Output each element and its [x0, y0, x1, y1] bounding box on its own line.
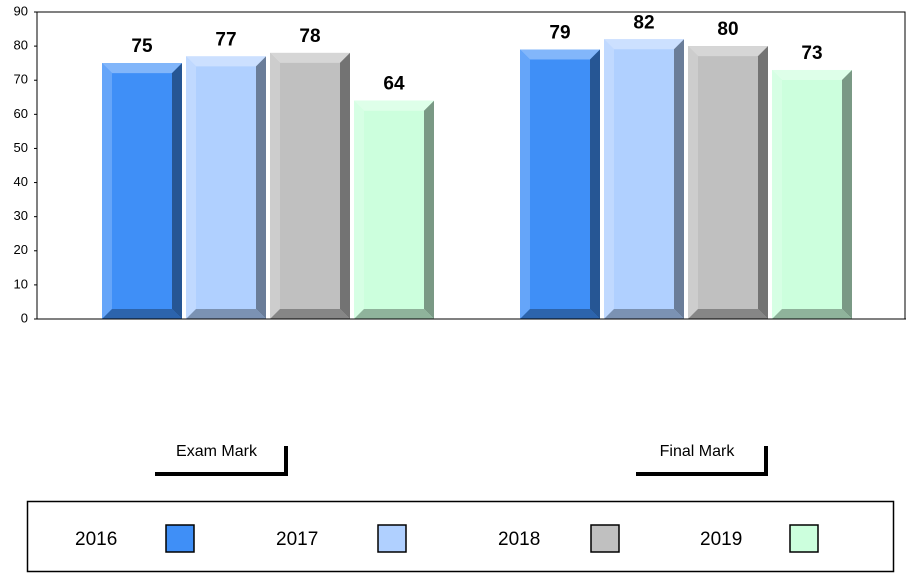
bar-bevel	[102, 63, 112, 319]
bar	[354, 100, 434, 319]
value-label: 79	[549, 23, 570, 44]
bar-bevel	[520, 49, 530, 320]
x-tick-label: Final Mark	[660, 443, 736, 460]
bar-bevel	[604, 39, 684, 50]
legend-swatch	[165, 524, 195, 553]
bar	[270, 52, 350, 319]
legend-label: 2017	[276, 529, 318, 550]
legend-label: 2016	[75, 529, 117, 550]
bar-bevel	[758, 46, 768, 319]
value-label: 64	[383, 74, 405, 95]
bar-bevel	[424, 100, 434, 319]
bar-bevel	[688, 46, 768, 57]
bar	[520, 49, 600, 320]
bar-bevel	[340, 52, 350, 319]
bar-bevel	[604, 39, 614, 320]
y-tick-label: 40	[14, 174, 28, 189]
bar-bevel	[186, 56, 196, 319]
bar-bevel	[270, 309, 350, 319]
label-underline	[155, 472, 288, 476]
legend-label: 2019	[700, 529, 742, 550]
bar-bevel	[270, 52, 280, 319]
bar	[604, 39, 684, 320]
legend-swatch	[377, 524, 407, 553]
bar-bevel	[842, 69, 852, 319]
value-label: 73	[801, 43, 822, 64]
bar	[186, 56, 266, 319]
label-bar	[764, 446, 768, 476]
legend-swatch	[789, 524, 819, 553]
value-label: 80	[717, 19, 738, 40]
y-tick-label: 60	[14, 106, 28, 121]
legend-box	[26, 500, 895, 573]
bar	[688, 46, 768, 319]
bar-bevel	[270, 52, 350, 63]
bar-bevel	[688, 46, 698, 319]
value-label: 78	[299, 26, 320, 47]
y-tick-label: 90	[14, 3, 28, 18]
legend-swatch	[590, 524, 620, 553]
bar-bevel	[172, 63, 182, 319]
bar-bevel	[102, 63, 182, 74]
y-tick-label: 30	[14, 208, 28, 223]
bar-bevel	[256, 56, 266, 319]
y-tick-label: 80	[14, 38, 28, 53]
value-label: 82	[633, 12, 654, 33]
bar-bevel	[186, 56, 266, 67]
bar-bevel	[688, 309, 768, 319]
y-tick-label: 0	[21, 310, 28, 325]
bar-bevel	[604, 309, 684, 319]
label-bar	[284, 446, 288, 476]
legend-label: 2018	[498, 529, 540, 550]
value-label: 77	[215, 29, 236, 50]
bar-bevel	[354, 100, 434, 111]
bar-bevel	[674, 39, 684, 320]
x-tick-label: Exam Mark	[176, 443, 258, 460]
bar-bevel	[772, 309, 852, 319]
bar	[772, 69, 852, 319]
bar-bevel	[186, 309, 266, 319]
y-tick-label: 20	[14, 242, 28, 257]
bar-bevel	[772, 69, 852, 80]
bar-bevel	[590, 49, 600, 320]
bar-bevel	[772, 69, 782, 319]
y-tick-label: 50	[14, 140, 28, 155]
value-label: 75	[131, 36, 153, 57]
bar-bevel	[354, 309, 434, 319]
bar-bevel	[354, 100, 364, 319]
bar-bevel	[520, 49, 600, 60]
bar-bevel	[102, 309, 182, 319]
label-underline	[636, 472, 768, 476]
bar	[102, 63, 182, 319]
y-tick-label: 70	[14, 72, 28, 87]
y-tick-label: 10	[14, 276, 28, 291]
bar-bevel	[520, 309, 600, 319]
